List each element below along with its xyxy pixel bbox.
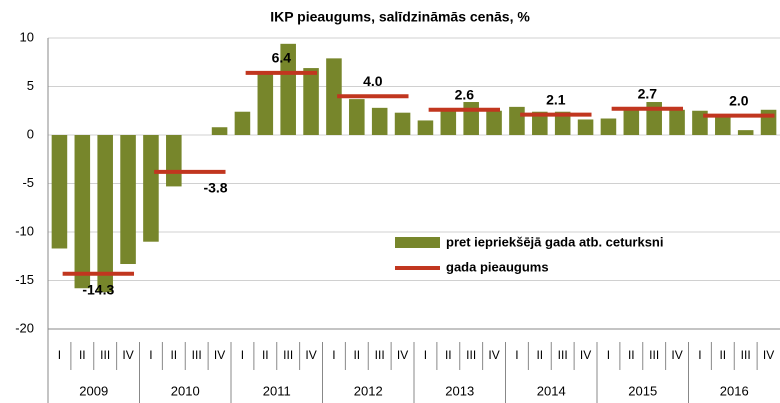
x-tick-label: IV xyxy=(671,348,682,362)
bar xyxy=(417,120,434,135)
x-tick-label: I xyxy=(698,348,701,362)
x-tick-label: IV xyxy=(214,348,225,362)
x-tick-label: III xyxy=(375,348,385,362)
x-tick-label: IV xyxy=(305,348,316,362)
x-tick-label: II xyxy=(536,348,543,362)
y-tick-label: -20 xyxy=(15,320,34,335)
x-tick-label: III xyxy=(283,348,293,362)
bar xyxy=(463,102,479,135)
group-label: 2010 xyxy=(171,383,200,398)
x-tick-label: IV xyxy=(763,348,774,362)
bar xyxy=(326,58,342,136)
x-tick-label: I xyxy=(332,348,335,362)
x-tick-label: II xyxy=(262,348,269,362)
data-label: 2.1 xyxy=(546,91,566,107)
data-label: -3.8 xyxy=(203,180,227,196)
bar xyxy=(600,118,617,135)
x-tick-label: II xyxy=(353,348,360,362)
bar xyxy=(120,135,136,265)
x-tick-label: III xyxy=(558,348,568,362)
bar xyxy=(577,119,594,135)
group-label: 2014 xyxy=(537,383,566,398)
bar xyxy=(166,135,182,187)
group-label: 2015 xyxy=(628,383,657,398)
bar xyxy=(211,127,228,135)
bar xyxy=(74,135,91,289)
group-label: 2009 xyxy=(79,383,108,398)
group-label: 2012 xyxy=(354,383,383,398)
x-tick-label: I xyxy=(241,348,244,362)
x-tick-label: IV xyxy=(397,348,408,362)
x-tick-label: III xyxy=(649,348,659,362)
x-tick-label: I xyxy=(424,348,427,362)
legend-swatch xyxy=(395,237,440,248)
x-tick-label: IV xyxy=(488,348,499,362)
x-tick-label: II xyxy=(445,348,452,362)
data-label: 2.7 xyxy=(638,86,658,102)
bar xyxy=(143,135,159,242)
bar xyxy=(51,135,68,249)
y-tick-label: -15 xyxy=(15,272,34,287)
bar xyxy=(234,111,251,135)
x-tick-label: I xyxy=(607,348,610,362)
group-label: 2016 xyxy=(720,383,749,398)
bar xyxy=(349,99,365,135)
data-label: 2.6 xyxy=(455,86,475,102)
group-label: 2013 xyxy=(445,383,474,398)
x-tick-label: I xyxy=(515,348,518,362)
y-tick-label: 0 xyxy=(27,126,34,141)
x-tick-label: III xyxy=(100,348,110,362)
x-tick-label: II xyxy=(79,348,86,362)
data-label: 6.4 xyxy=(272,50,292,66)
x-tick-label: IV xyxy=(122,348,133,362)
bar xyxy=(623,107,640,135)
legend-label: pret iepriekšējā gada atb. ceturksni xyxy=(446,234,663,249)
bar xyxy=(97,135,113,293)
bar xyxy=(509,106,525,135)
y-tick-label: 10 xyxy=(20,29,34,44)
y-tick-label: -10 xyxy=(15,223,34,238)
bar xyxy=(280,43,296,135)
bar xyxy=(669,109,685,135)
bar xyxy=(303,68,319,135)
legend-label: gada pieaugums xyxy=(446,259,549,274)
x-tick-label: III xyxy=(741,348,751,362)
data-label: -14.3 xyxy=(82,281,114,297)
bar xyxy=(394,112,411,135)
x-tick-label: I xyxy=(58,348,61,362)
x-tick-label: III xyxy=(192,348,202,362)
x-tick-label: I xyxy=(149,348,152,362)
x-tick-label: II xyxy=(719,348,726,362)
x-tick-label: II xyxy=(628,348,635,362)
data-label: 4.0 xyxy=(363,73,383,89)
chart-title: IKP pieaugums, salīdzināmās cenās, % xyxy=(270,9,530,25)
bar xyxy=(760,109,777,135)
y-tick-label: -5 xyxy=(22,175,34,190)
bar xyxy=(257,71,274,135)
y-tick-label: 5 xyxy=(27,78,34,93)
bar xyxy=(486,110,502,135)
bar xyxy=(715,114,731,135)
data-label: 2.0 xyxy=(729,92,749,108)
bar xyxy=(440,108,457,135)
bar xyxy=(371,107,388,135)
bar xyxy=(532,111,548,135)
bar xyxy=(554,111,571,135)
bar xyxy=(737,130,754,135)
x-tick-label: II xyxy=(170,348,177,362)
x-tick-label: IV xyxy=(580,348,591,362)
group-label: 2011 xyxy=(263,383,291,398)
x-tick-label: III xyxy=(466,348,476,362)
